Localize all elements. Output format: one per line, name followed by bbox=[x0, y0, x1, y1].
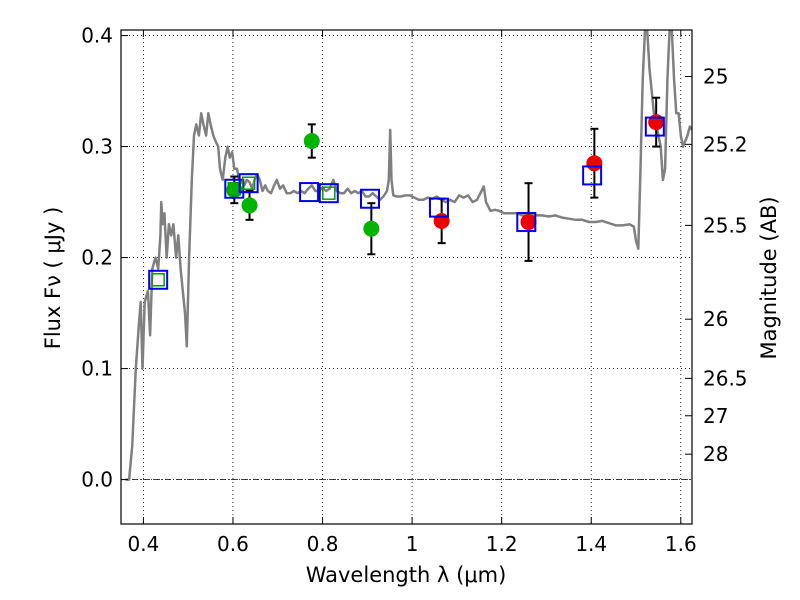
x-tick-label: 1.4 bbox=[575, 532, 607, 556]
model-point bbox=[299, 182, 320, 203]
grid-lines bbox=[121, 30, 692, 524]
x-tick-label: 1.6 bbox=[665, 532, 697, 556]
y-tick-label: 0.3 bbox=[81, 135, 113, 159]
observed-point bbox=[586, 155, 603, 172]
model-point bbox=[148, 269, 169, 290]
x-tick-label: 0.6 bbox=[217, 532, 249, 556]
magnitude-tick-label: 25 bbox=[703, 65, 728, 89]
model-point bbox=[582, 165, 603, 186]
magnitude-tick-label: 25.2 bbox=[703, 132, 748, 156]
observed-point bbox=[648, 114, 665, 131]
magnitude-tick-label: 26 bbox=[703, 307, 728, 331]
model-point bbox=[360, 188, 381, 209]
observed-point bbox=[241, 197, 258, 214]
observed-point bbox=[363, 220, 380, 237]
observed-point bbox=[520, 214, 537, 231]
x-axis-ticks: 0.4 0.6 0.8 1 1.2 1.4 1.6 bbox=[127, 30, 697, 556]
y-axis-ticks: 0.0 0.1 0.2 0.3 0.4 bbox=[81, 24, 128, 492]
x-tick-label: 1 bbox=[406, 532, 419, 556]
x-tick-label: 0.4 bbox=[127, 532, 159, 556]
model-point bbox=[516, 212, 537, 233]
magnitude-tick-label: 25.5 bbox=[703, 213, 748, 237]
error-bars bbox=[230, 96, 661, 262]
observed-point bbox=[303, 133, 320, 150]
model-point bbox=[238, 173, 259, 194]
y-axis-label: Flux Fν ( μJy ) bbox=[41, 207, 65, 350]
model-point-inner bbox=[322, 186, 336, 200]
spectrum-line bbox=[125, 30, 692, 481]
y-tick-label: 0.4 bbox=[81, 24, 113, 48]
model-point bbox=[644, 116, 665, 137]
x-tick-label: 0.8 bbox=[307, 532, 339, 556]
model-point-inner bbox=[151, 273, 165, 287]
model-point bbox=[318, 183, 339, 204]
x-tick-label: 1.2 bbox=[486, 532, 518, 556]
observed-point bbox=[226, 181, 243, 198]
model-point bbox=[428, 197, 449, 218]
magnitude-tick-label: 26.5 bbox=[703, 366, 748, 390]
plot-frame bbox=[120, 29, 693, 525]
model-points bbox=[148, 116, 665, 290]
magnitude-axis-ticks: 25 25.2 25.5 26 26.5 27 28 bbox=[685, 65, 748, 466]
model-point-inner bbox=[241, 176, 256, 190]
y-tick-label: 0.0 bbox=[81, 468, 113, 492]
y-tick-label: 0.2 bbox=[81, 246, 113, 270]
x-axis-label: Wavelength λ (μm) bbox=[306, 563, 507, 587]
magnitude-axis-label: Magnitude (AB) bbox=[757, 196, 781, 359]
observed-points bbox=[226, 114, 665, 237]
magnitude-tick-label: 27 bbox=[703, 404, 728, 428]
y-tick-label: 0.1 bbox=[81, 357, 113, 381]
magnitude-tick-label: 28 bbox=[703, 442, 728, 466]
